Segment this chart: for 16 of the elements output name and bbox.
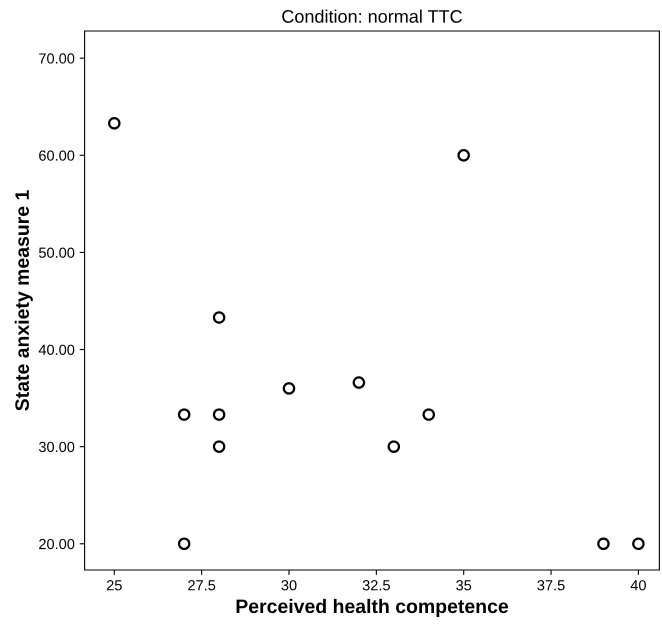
x-tick-label: 27.5 — [188, 580, 216, 590]
x-tick-label: 32.5 — [362, 580, 390, 590]
y-tick-label: 50.00 — [38, 248, 74, 258]
x-tick-label: 30 — [281, 580, 297, 590]
y-tick-label: 70.00 — [39, 53, 74, 64]
chart-title: Condition: normal TTC — [282, 10, 462, 23]
x-tick-label: 40 — [630, 580, 646, 590]
x-tick-label: 37.5 — [537, 580, 565, 590]
x-tick-label: 25 — [106, 580, 122, 590]
x-axis-title: Perceived health competence — [236, 598, 508, 617]
y-tick-label: 40.00 — [38, 344, 74, 355]
x-tick-label: 35 — [456, 580, 472, 590]
y-tick-label: 30.00 — [38, 442, 74, 452]
y-axis-title: State anxiety measure 1 — [14, 190, 33, 411]
y-tick-label: 60.00 — [39, 150, 74, 161]
y-tick-label: 20.00 — [39, 538, 74, 550]
